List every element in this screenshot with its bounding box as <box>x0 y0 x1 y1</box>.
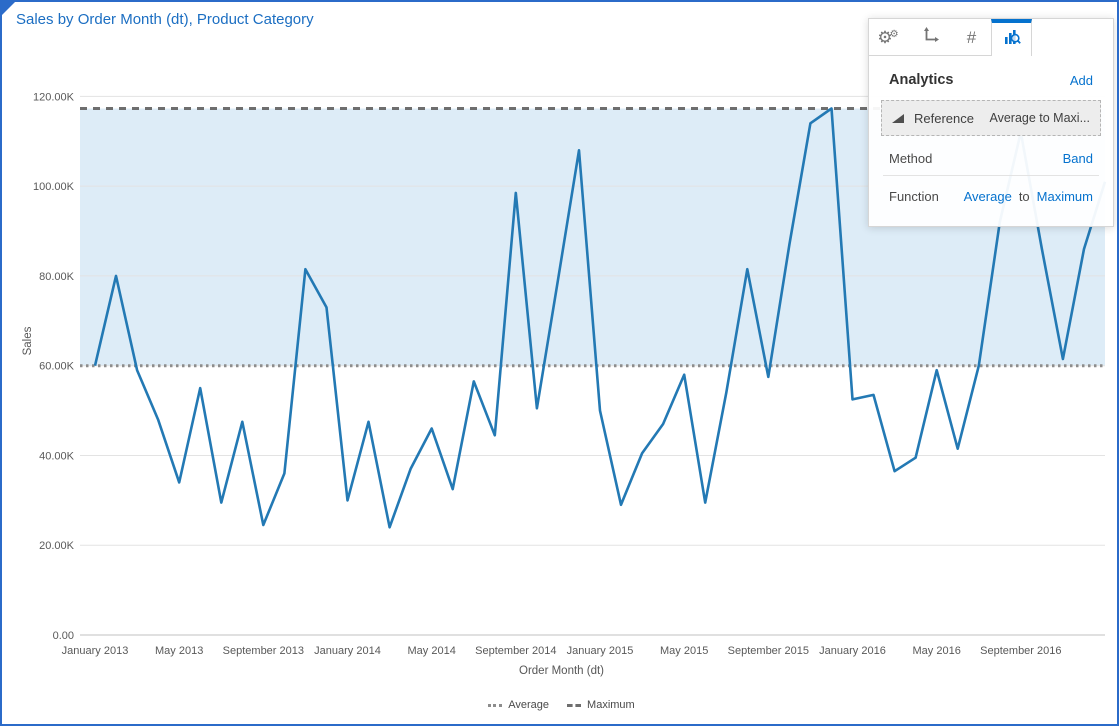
analytics-icon <box>1002 27 1022 52</box>
x-tick-label: January 2016 <box>819 645 886 657</box>
tab-axes[interactable] <box>910 19 951 56</box>
panel-tab-strip: ⚙⚙ # <box>869 19 1113 56</box>
y-tick-label: 0.00 <box>53 630 74 642</box>
x-tick-label: September 2013 <box>223 645 304 657</box>
reference-row-label: Reference <box>914 110 974 126</box>
panel-body: Analytics Add Reference Average to Maxi.… <box>869 72 1113 216</box>
method-label: Method <box>889 151 933 166</box>
x-axis-title: Order Month (dt) <box>519 665 604 677</box>
gears-icon: ⚙⚙ <box>877 27 899 47</box>
y-axis-title: Sales <box>22 326 34 356</box>
tab-values[interactable]: # <box>951 19 992 56</box>
maximum-line-swatch-icon <box>567 703 582 707</box>
y-tick-label: 120.00K <box>33 91 75 103</box>
x-tick-label: May 2013 <box>155 645 203 657</box>
panel-heading: Analytics <box>889 72 954 88</box>
function-label: Function <box>889 188 939 204</box>
legend-label-maximum: Maximum <box>587 699 635 711</box>
x-tick-label: January 2013 <box>62 645 129 657</box>
y-tick-label: 100.00K <box>33 181 75 193</box>
method-value-link[interactable]: Band <box>1062 151 1093 166</box>
legend-item-maximum[interactable]: Maximum <box>567 699 635 711</box>
y-tick-label: 80.00K <box>39 271 75 283</box>
tab-properties[interactable]: ⚙⚙ <box>869 19 910 56</box>
function-to-link[interactable]: Maximum <box>1036 188 1093 204</box>
x-tick-label: January 2015 <box>567 645 634 657</box>
legend-label-average: Average <box>508 699 550 711</box>
tab-analytics[interactable] <box>991 19 1032 56</box>
x-tick-label: January 2014 <box>314 645 381 657</box>
average-line-swatch-icon <box>488 703 503 707</box>
function-from-link[interactable]: Average <box>963 188 1012 204</box>
reference-row-value: Average to Maxi... <box>989 111 1090 125</box>
analytics-panel: ⚙⚙ # <box>868 18 1114 227</box>
x-tick-label: May 2016 <box>913 645 961 657</box>
reference-row[interactable]: Reference Average to Maxi... <box>881 100 1101 136</box>
legend: Average Maximum <box>2 699 1117 711</box>
sales-line-series[interactable] <box>93 107 1107 529</box>
x-tick-label: September 2016 <box>980 645 1061 657</box>
chart-title: Sales by Order Month (dt), Product Categ… <box>16 11 314 28</box>
add-analytic-link[interactable]: Add <box>1069 72 1093 88</box>
x-tick-label: September 2014 <box>475 645 556 657</box>
selection-corner-marker <box>2 2 15 15</box>
x-tick-label: September 2015 <box>728 645 809 657</box>
y-tick-label: 40.00K <box>39 450 75 462</box>
axes-icon <box>922 26 940 49</box>
x-tick-label: May 2014 <box>408 645 456 657</box>
y-tick-label: 60.00K <box>39 361 75 373</box>
number-format-icon: # <box>966 27 977 47</box>
x-tick-label: May 2015 <box>660 645 708 657</box>
divider <box>883 175 1099 176</box>
y-tick-label: 20.00K <box>39 540 75 552</box>
legend-item-average[interactable]: Average <box>488 699 549 711</box>
reference-line-icon <box>892 113 904 123</box>
function-joiner: to <box>1018 188 1030 204</box>
